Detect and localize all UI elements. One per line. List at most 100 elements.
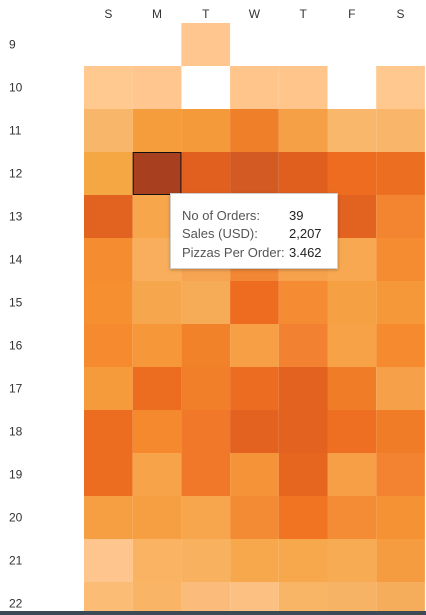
heatmap-cell-10-3[interactable] xyxy=(230,66,279,109)
heatmap-cell-11-0[interactable] xyxy=(84,109,133,152)
heatmap-cell-21-4[interactable] xyxy=(278,539,328,582)
heatmap-cell-22-1[interactable] xyxy=(132,582,182,615)
heatmap-cell-17-6[interactable] xyxy=(376,367,425,410)
heatmap-cell-15-4[interactable] xyxy=(278,281,328,324)
heatmap-cell-11-6[interactable] xyxy=(376,109,425,152)
heatmap-cell-21-3[interactable] xyxy=(230,539,279,582)
heatmap-cell-22-3[interactable] xyxy=(230,582,279,615)
hour-label-9: 9 xyxy=(9,38,16,52)
heatmap-cell-17-5[interactable] xyxy=(327,367,377,410)
heatmap-cell-20-5[interactable] xyxy=(327,496,377,539)
heatmap-cell-19-1[interactable] xyxy=(132,453,182,496)
heatmap-cell-12-4[interactable] xyxy=(278,152,328,195)
heatmap-cell-17-2[interactable] xyxy=(181,367,231,410)
heatmap-cells xyxy=(84,23,425,615)
heatmap-cell-18-4[interactable] xyxy=(278,410,328,453)
heatmap-cell-20-2[interactable] xyxy=(181,496,231,539)
heatmap-cell-16-4[interactable] xyxy=(278,324,328,367)
heatmap-cell-17-3[interactable] xyxy=(230,367,279,410)
heatmap-cell-14-6[interactable] xyxy=(376,238,425,281)
tooltip-row-orders: No of Orders: 39 xyxy=(182,208,303,223)
heatmap-cell-18-2[interactable] xyxy=(181,410,231,453)
day-label-0: S xyxy=(104,7,112,21)
hour-label-16: 16 xyxy=(9,339,23,353)
heatmap-cell-15-2[interactable] xyxy=(181,281,231,324)
heatmap-cell-16-1[interactable] xyxy=(132,324,182,367)
heatmap-cell-22-2[interactable] xyxy=(181,582,231,615)
heatmap-cell-15-5[interactable] xyxy=(327,281,377,324)
tooltip-label-sales: Sales (USD): xyxy=(182,226,258,241)
hour-label-12: 12 xyxy=(9,167,23,181)
heatmap-cell-10-6[interactable] xyxy=(376,66,425,109)
heatmap-cell-21-5[interactable] xyxy=(327,539,377,582)
heatmap-cell-11-1[interactable] xyxy=(132,109,182,152)
heatmap-cell-13-6[interactable] xyxy=(376,195,425,238)
hour-label-13: 13 xyxy=(9,210,23,224)
heatmap-cell-19-4[interactable] xyxy=(278,453,328,496)
heatmap-cell-22-4[interactable] xyxy=(278,582,328,615)
heatmap-cell-16-5[interactable] xyxy=(327,324,377,367)
heatmap-cell-20-0[interactable] xyxy=(84,496,133,539)
heatmap-cell-15-3[interactable] xyxy=(230,281,279,324)
heatmap-cell-19-5[interactable] xyxy=(327,453,377,496)
heatmap-cell-12-6[interactable] xyxy=(376,152,425,195)
heatmap-cell-10-1[interactable] xyxy=(132,66,182,109)
day-label-1: M xyxy=(152,7,162,21)
hour-label-22: 22 xyxy=(9,597,23,611)
heatmap-cell-18-6[interactable] xyxy=(376,410,425,453)
heatmap-cell-12-5[interactable] xyxy=(327,152,377,195)
heatmap-cell-12-3[interactable] xyxy=(230,152,279,195)
heatmap-cell-17-1[interactable] xyxy=(132,367,182,410)
hour-label-20: 20 xyxy=(9,511,23,525)
heatmap-cell-18-0[interactable] xyxy=(84,410,133,453)
heatmap-cell-10-0[interactable] xyxy=(84,66,133,109)
heatmap-cell-16-0[interactable] xyxy=(84,324,133,367)
heatmap-cell-16-6[interactable] xyxy=(376,324,425,367)
heatmap-cell-12-2[interactable] xyxy=(181,152,231,195)
hour-label-18: 18 xyxy=(9,425,23,439)
heatmap-cell-17-4[interactable] xyxy=(278,367,328,410)
heatmap-cell-19-6[interactable] xyxy=(376,453,425,496)
heatmap-cell-18-3[interactable] xyxy=(230,410,279,453)
heatmap-cell-16-3[interactable] xyxy=(230,324,279,367)
heatmap-cell-19-3[interactable] xyxy=(230,453,279,496)
heatmap-cell-20-6[interactable] xyxy=(376,496,425,539)
heatmap-cell-15-1[interactable] xyxy=(132,281,182,324)
heatmap-cell-21-1[interactable] xyxy=(132,539,182,582)
heatmap-cell-20-3[interactable] xyxy=(230,496,279,539)
heatmap-cell-11-3[interactable] xyxy=(230,109,279,152)
heatmap-cell-17-0[interactable] xyxy=(84,367,133,410)
hour-label-19: 19 xyxy=(9,468,23,482)
heatmap-cell-22-5[interactable] xyxy=(327,582,377,615)
heatmap-cell-9-2[interactable] xyxy=(181,23,231,66)
heatmap-cell-21-2[interactable] xyxy=(181,539,231,582)
heatmap-cell-16-2[interactable] xyxy=(181,324,231,367)
hour-label-14: 14 xyxy=(9,253,23,267)
heatmap-cell-18-1[interactable] xyxy=(132,410,182,453)
heatmap-cell-18-5[interactable] xyxy=(327,410,377,453)
hour-label-17: 17 xyxy=(9,382,23,396)
heatmap-cell-20-4[interactable] xyxy=(278,496,328,539)
heatmap-cell-15-0[interactable] xyxy=(84,281,133,324)
tooltip-row-sales: Sales (USD): 2,207 xyxy=(182,226,322,241)
heatmap-cell-19-0[interactable] xyxy=(84,453,133,496)
heatmap-cell-12-0[interactable] xyxy=(84,152,133,195)
heatmap-cell-11-2[interactable] xyxy=(181,109,231,152)
heatmap-cell-20-1[interactable] xyxy=(132,496,182,539)
tooltip-row-pizzas-per-order: Pizzas Per Order: 3.462 xyxy=(182,245,322,260)
selected-cell-outline xyxy=(132,152,182,195)
heatmap-cell-11-5[interactable] xyxy=(327,109,377,152)
heatmap-cell-11-4[interactable] xyxy=(278,109,328,152)
heatmap-cell-19-2[interactable] xyxy=(181,453,231,496)
heatmap-cell-10-4[interactable] xyxy=(278,66,328,109)
heatmap-cell-22-0[interactable] xyxy=(84,582,133,615)
heatmap-cell-21-6[interactable] xyxy=(376,539,425,582)
heatmap-cell-22-6[interactable] xyxy=(376,582,425,615)
heatmap-cell-15-6[interactable] xyxy=(376,281,425,324)
heatmap-cell-12-1[interactable] xyxy=(132,152,182,195)
heatmap-cell-14-0[interactable] xyxy=(84,238,133,281)
heatmap-cell-21-0[interactable] xyxy=(84,539,133,582)
hour-axis-labels: 9 10 11 12 13 14 15 16 17 18 19 20 21 22 xyxy=(9,38,23,611)
heatmap-cell-13-0[interactable] xyxy=(84,195,133,238)
